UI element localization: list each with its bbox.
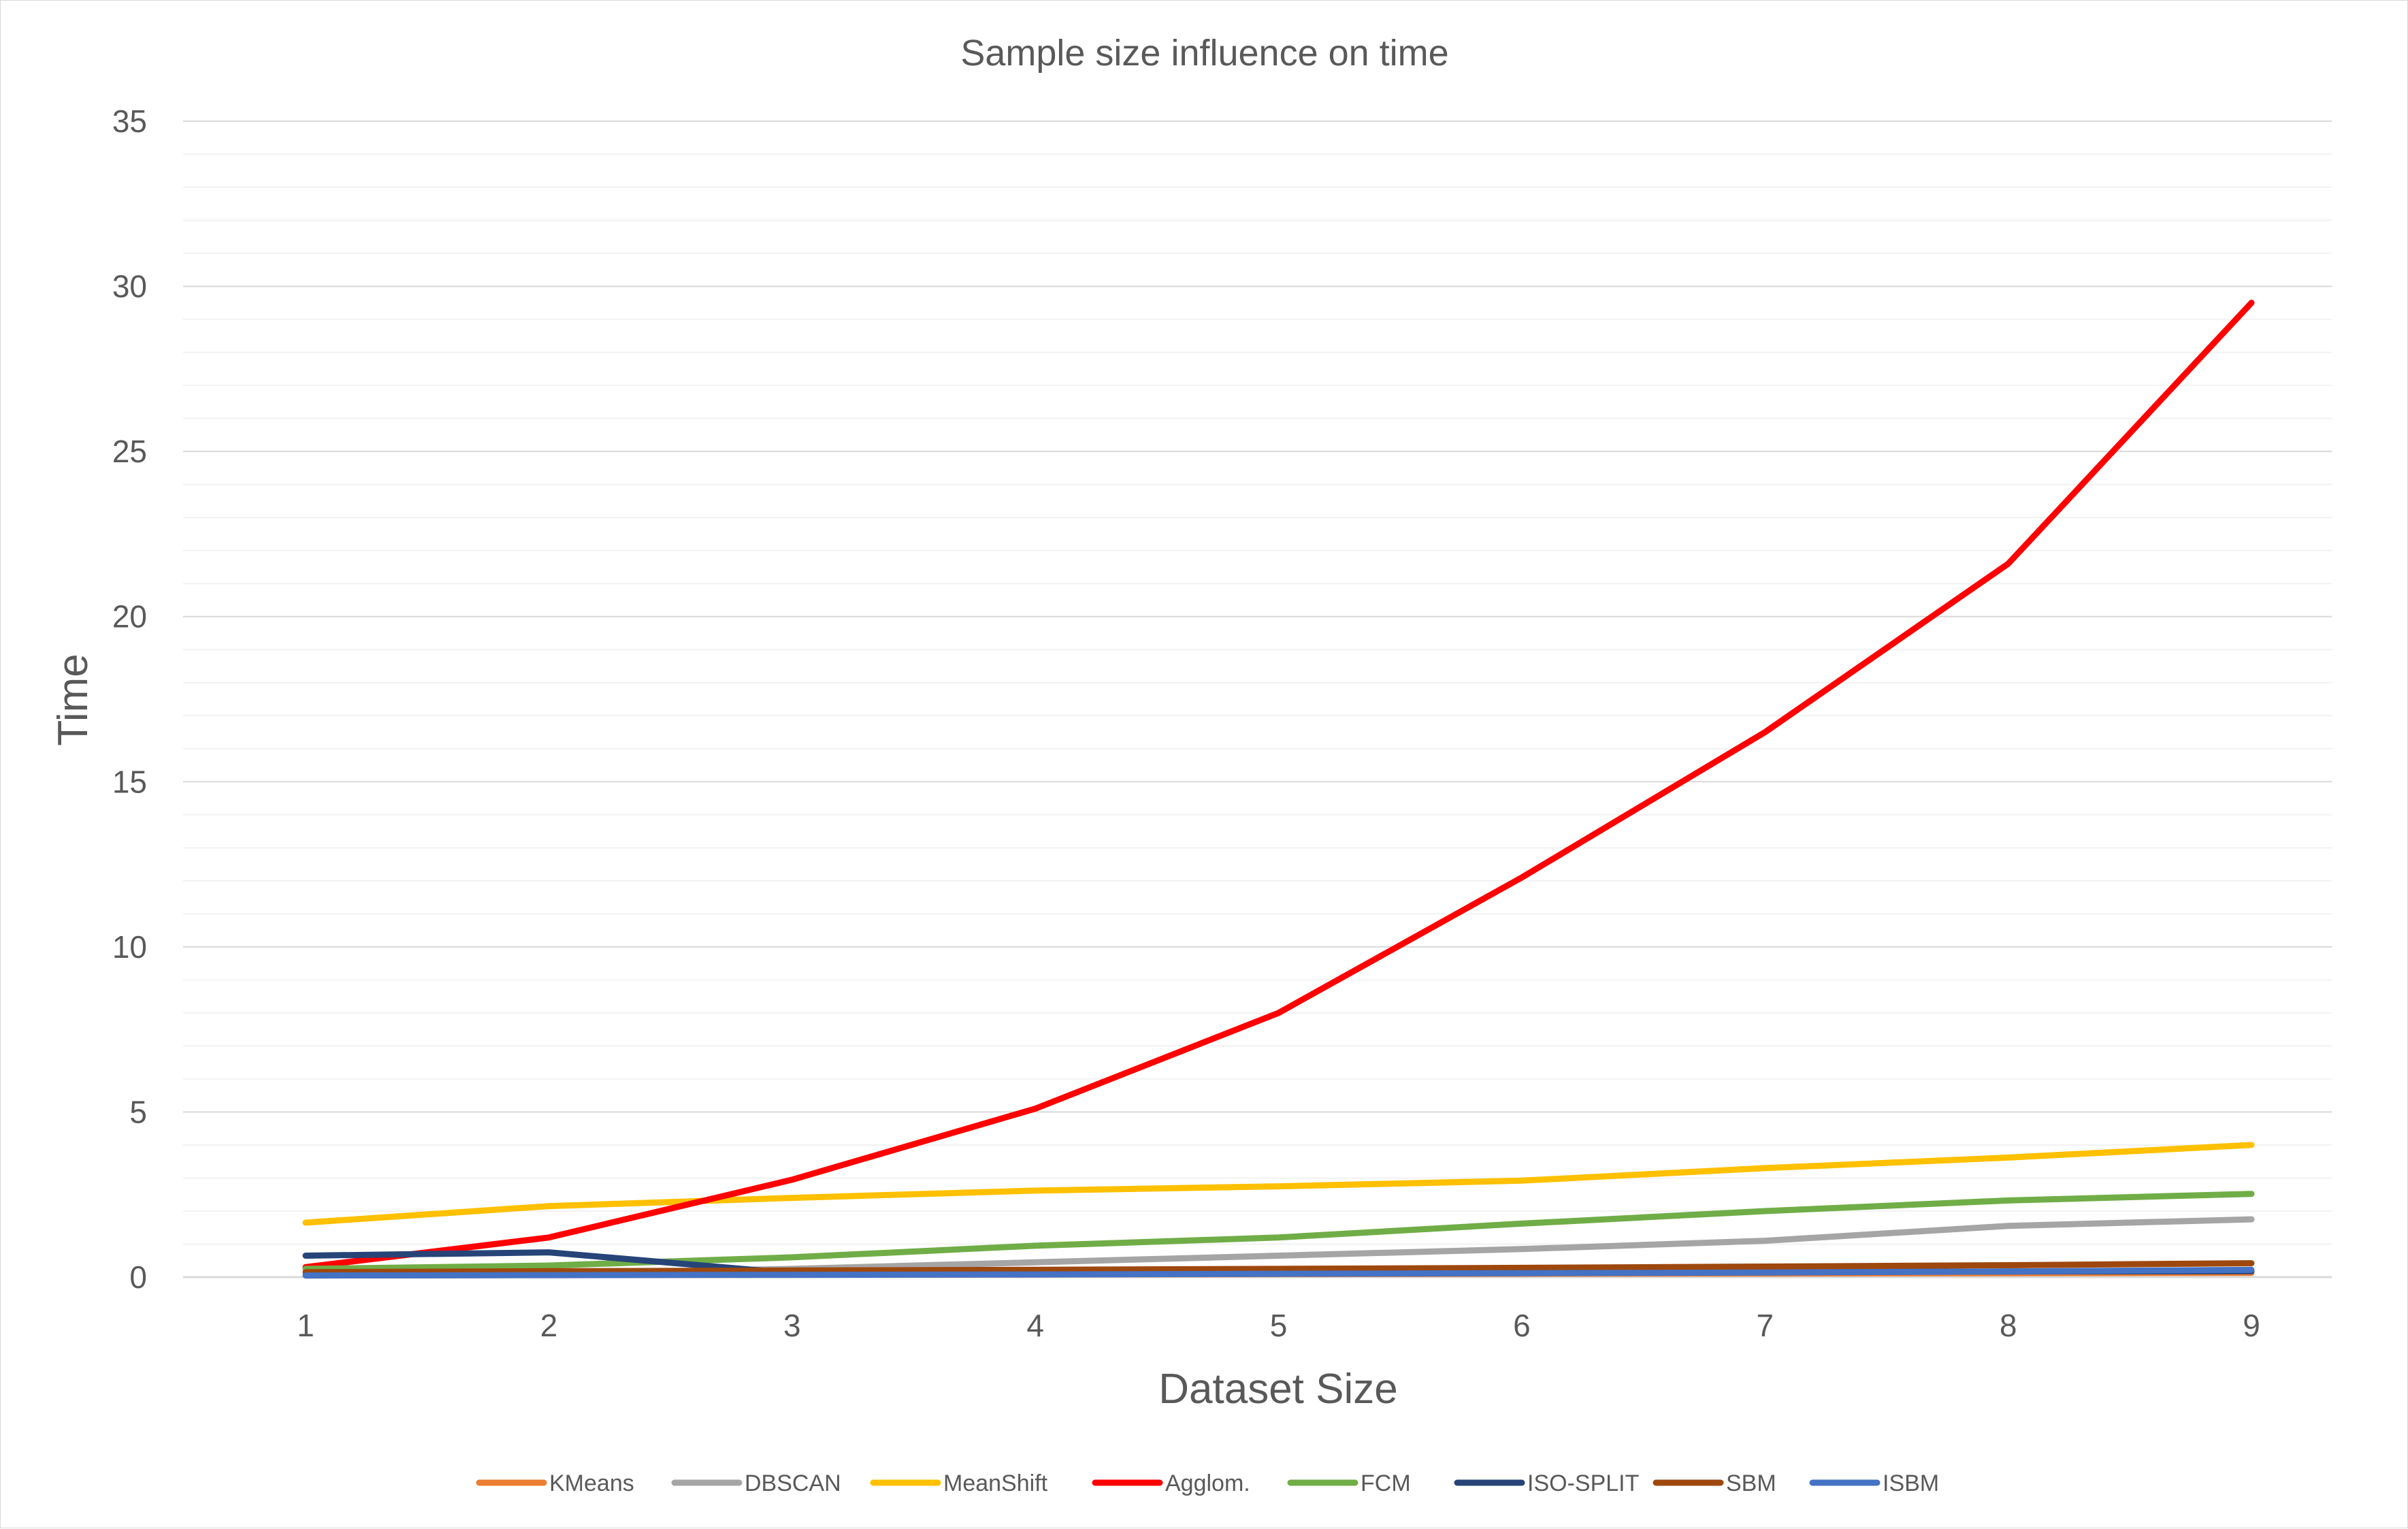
legend-label: Agglom.	[1165, 1470, 1250, 1496]
x-tick-label: 3	[783, 1308, 801, 1343]
series-line-isbm	[302, 1266, 2255, 1279]
minor-gridlines	[183, 153, 2332, 1245]
y-tick-label: 20	[112, 599, 147, 634]
y-tick-label: 35	[112, 103, 147, 139]
series-line-meanshift	[302, 1142, 2255, 1226]
legend-item-kmeans: KMeans	[476, 1470, 634, 1496]
legend-label: SBM	[1726, 1470, 1776, 1496]
legend-label: MeanShift	[943, 1470, 1048, 1496]
y-tick-label: 30	[112, 269, 147, 304]
legend-item-isbm: ISBM	[1809, 1470, 1939, 1496]
legend-item-agglom: Agglom.	[1092, 1470, 1250, 1496]
x-tick-label: 4	[1026, 1308, 1044, 1343]
x-axis-title: Dataset Size	[1158, 1366, 1398, 1413]
y-tick-label: 10	[112, 929, 147, 965]
legend-label: ISO-SPLIT	[1527, 1470, 1639, 1496]
legend: KMeans DBSCAN MeanShift Agglom. FCM ISO-SPLIT…	[476, 1470, 1939, 1496]
major-gridlines	[183, 120, 2332, 1113]
legend-item-fcm: FCM	[1287, 1470, 1411, 1496]
legend-label: ISBM	[1883, 1470, 1939, 1496]
y-tick-label: 25	[112, 434, 147, 469]
legend-label: DBSCAN	[745, 1470, 841, 1496]
x-tick-label: 2	[540, 1308, 558, 1343]
legend-item-iso-split: ISO-SPLIT	[1454, 1470, 1639, 1496]
series-line-agglom	[302, 300, 2255, 1270]
x-tick-label: 9	[2243, 1308, 2260, 1343]
chart-title: Sample size influence on time	[960, 33, 1448, 74]
x-tick-label: 6	[1513, 1308, 1531, 1343]
legend-item-meanshift: MeanShift	[870, 1470, 1048, 1496]
legend-label: KMeans	[549, 1470, 634, 1496]
legend-item-dbscan: DBSCAN	[671, 1470, 841, 1496]
series-lines	[302, 300, 2255, 1279]
x-tick-label: 1	[297, 1308, 314, 1343]
x-tick-labels: 1 2 3 4 5 6 7 8 9	[297, 1308, 2260, 1343]
y-tick-label: 5	[129, 1094, 147, 1129]
x-tick-label: 7	[1756, 1308, 1774, 1343]
x-tick-label: 8	[2000, 1308, 2017, 1343]
y-tick-label: 0	[129, 1259, 147, 1295]
series-line-fcm	[302, 1191, 2255, 1272]
series-line-sbm	[302, 1260, 2255, 1276]
y-tick-label: 15	[112, 764, 147, 799]
legend-label: FCM	[1361, 1470, 1411, 1496]
y-axis-title: Time	[50, 654, 97, 745]
legend-item-sbm: SBM	[1653, 1470, 1776, 1496]
y-tick-labels: 0 5 10 15 20 25 30 35	[112, 103, 147, 1295]
x-tick-label: 5	[1270, 1308, 1288, 1343]
